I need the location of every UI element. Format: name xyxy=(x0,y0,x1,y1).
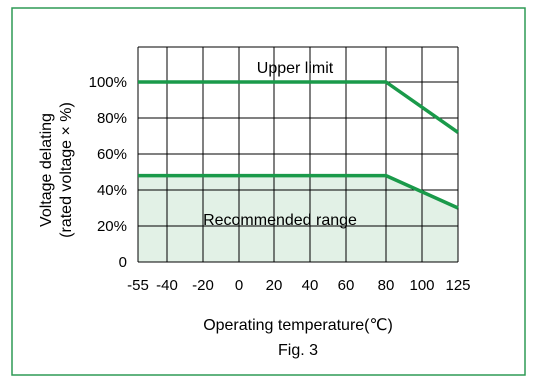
x-tick-label: 40 xyxy=(302,277,319,294)
recommended-range-area xyxy=(138,175,458,262)
x-tick-label: -55 xyxy=(127,277,149,294)
x-tick-label: 80 xyxy=(378,277,395,294)
x-tick-label: 125 xyxy=(445,277,470,294)
y-axis-label-line1: Voltage delating xyxy=(38,113,55,227)
x-tick-label: 0 xyxy=(235,277,243,294)
x-tick-label: -20 xyxy=(192,277,214,294)
series-line-2 xyxy=(138,173,459,210)
y-tick-label: 80% xyxy=(97,110,127,127)
series-line-1 xyxy=(138,80,460,134)
y-axis-ticks: 0 20% 40% 60% 80% 100% xyxy=(89,74,127,271)
upper-limit-annotation: Upper limit xyxy=(257,60,334,77)
x-tick-label: -40 xyxy=(156,277,178,294)
y-tick-label: 20% xyxy=(97,218,127,235)
figure-caption: Fig. 3 xyxy=(278,342,318,359)
y-tick-label: 0 xyxy=(119,254,127,271)
x-axis-ticks: -55 -40 -20 0 20 40 60 80 100 125 xyxy=(127,277,470,294)
series-lines xyxy=(138,80,460,210)
x-tick-label: 20 xyxy=(266,277,283,294)
recommended-range-annotation: Recommended range xyxy=(203,212,357,229)
x-tick-label: 100 xyxy=(409,277,434,294)
x-tick-label: 60 xyxy=(338,277,355,294)
y-tick-label: 60% xyxy=(97,146,127,163)
x-axis-label: Operating temperature(℃) xyxy=(203,317,393,334)
y-tick-label: 40% xyxy=(97,182,127,199)
y-tick-label: 100% xyxy=(89,74,127,91)
y-axis-label-line2: (rated voltage × %) xyxy=(58,102,75,238)
recommended-range-fill xyxy=(138,175,458,262)
grid xyxy=(137,46,459,263)
